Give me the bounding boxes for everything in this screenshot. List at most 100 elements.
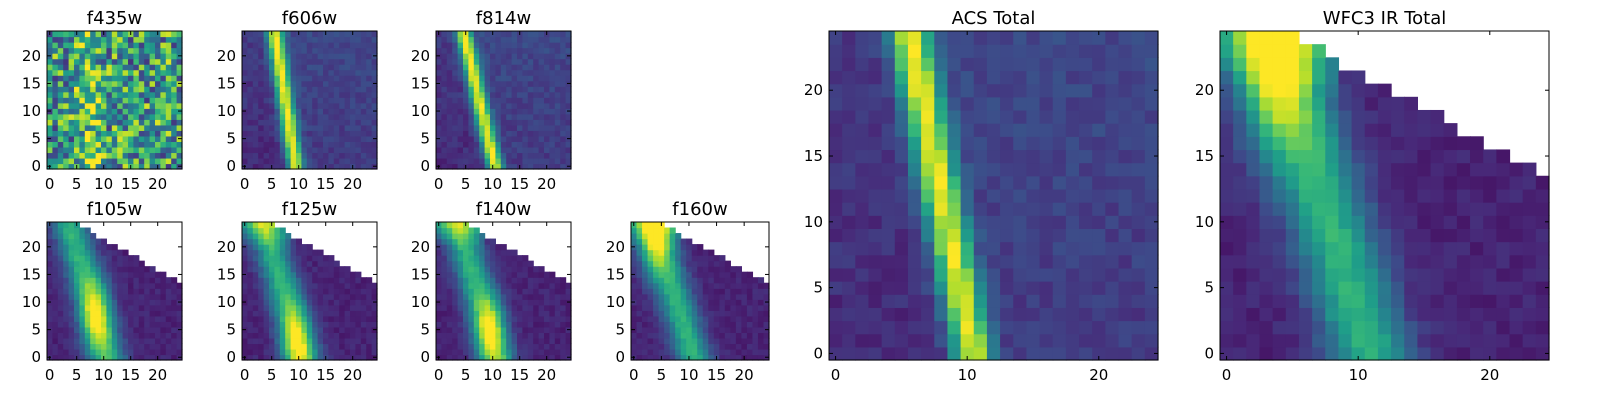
heatmap-cell [323,255,329,262]
heatmap-cell [680,260,687,267]
heatmap-cell [960,346,975,361]
heatmap-cell [306,42,313,49]
heatmap-cell [95,135,102,142]
heatmap-cell [122,249,129,256]
heatmap-cell [522,288,529,295]
heatmap-cell [686,315,693,322]
heatmap-cell [719,326,726,333]
heatmap-cell [647,321,654,328]
heatmap-cell [658,238,665,245]
heatmap-cell [74,326,80,333]
heatmap-cell [258,354,265,361]
heatmap-cell [1272,333,1287,348]
heatmap-cell [333,108,340,115]
y-tick-label: 20 [411,238,430,256]
heatmap-cell [490,277,496,284]
heatmap-cell [95,343,102,350]
heatmap-cell [117,130,124,137]
heatmap-cell [290,31,297,38]
heatmap-cell [1105,202,1120,216]
heatmap-cell [252,271,259,278]
heatmap-cell [128,42,134,49]
heatmap-cell [57,337,64,345]
heatmap-cell [155,157,161,165]
heatmap-cell [111,260,118,267]
heatmap-cell [457,337,464,345]
heatmap-cell [934,31,949,45]
heatmap-cell [339,42,346,49]
y-tick-label: 20 [217,238,236,256]
heatmap-cell [479,304,486,311]
heatmap-cell [128,53,134,60]
heatmap-cell [1079,123,1093,137]
heatmap-cell [258,163,265,170]
heatmap-cell [527,135,534,142]
heatmap-cell [47,130,53,137]
heatmap-cell [724,277,731,284]
heatmap-cell [934,44,949,58]
heatmap-cell [1105,162,1120,177]
heatmap-cell [517,288,523,295]
heatmap-cell [296,75,302,82]
heatmap-cell [842,109,856,124]
heatmap-cell [279,64,286,71]
heatmap-cell [511,141,518,148]
heatmap-cell [565,157,572,165]
heatmap-cell [111,255,118,262]
heatmap-cell [128,266,134,273]
heatmap-cell [1065,109,1080,124]
heatmap-cell [735,293,742,300]
heatmap-cell [533,119,540,126]
heatmap-cell [138,277,145,284]
heatmap-cell [697,282,704,289]
heatmap-cell [263,332,270,339]
axes-frame [241,30,378,170]
x-tick-label: 10 [289,175,308,193]
heatmap-cell [79,238,86,245]
heatmap-cell [133,332,140,339]
heatmap-cell [549,69,556,76]
heatmap-cell [724,260,731,267]
heatmap-cell [171,141,178,148]
heatmap-cell [57,222,64,229]
heatmap-cell [279,343,286,350]
heatmap-cell [165,69,172,76]
heatmap-cell [312,157,319,165]
heatmap-cell [441,69,448,76]
heatmap-cell [133,321,140,328]
heatmap-cell [74,255,80,262]
heatmap-cell [360,299,367,306]
heatmap-cell [355,130,362,137]
heatmap-cell [285,102,292,109]
heatmap-cell [1026,96,1041,111]
heatmap-cell [371,113,378,120]
heatmap-cell [1456,320,1471,335]
heatmap-cell [452,299,459,306]
heatmap-cell [829,149,843,164]
heatmap-cell [111,135,118,142]
heatmap-cell [301,315,308,322]
heatmap-cell [829,70,843,85]
heatmap-cell [258,282,265,289]
heatmap-cell [500,266,507,273]
heatmap-cell [1092,96,1106,111]
heatmap-cell [323,64,329,71]
heatmap-cell [371,75,378,82]
heatmap-cell [1312,294,1326,308]
heatmap-cell [350,299,356,306]
heatmap-cell [84,227,91,234]
heatmap-cell [527,152,534,159]
heatmap-cell [247,31,254,38]
heatmap-cell [1131,281,1146,295]
heatmap-cell [323,42,329,49]
heatmap-cell [57,135,64,142]
heatmap-cell [538,354,545,361]
heatmap-cell [921,241,935,256]
heatmap-cell [106,113,113,120]
heatmap-cell [144,163,151,170]
heatmap-cell [436,293,442,300]
heatmap-cell [171,64,178,71]
heatmap-cell [664,332,671,339]
heatmap-cell [538,348,545,356]
panel-title: f606w [282,8,337,29]
